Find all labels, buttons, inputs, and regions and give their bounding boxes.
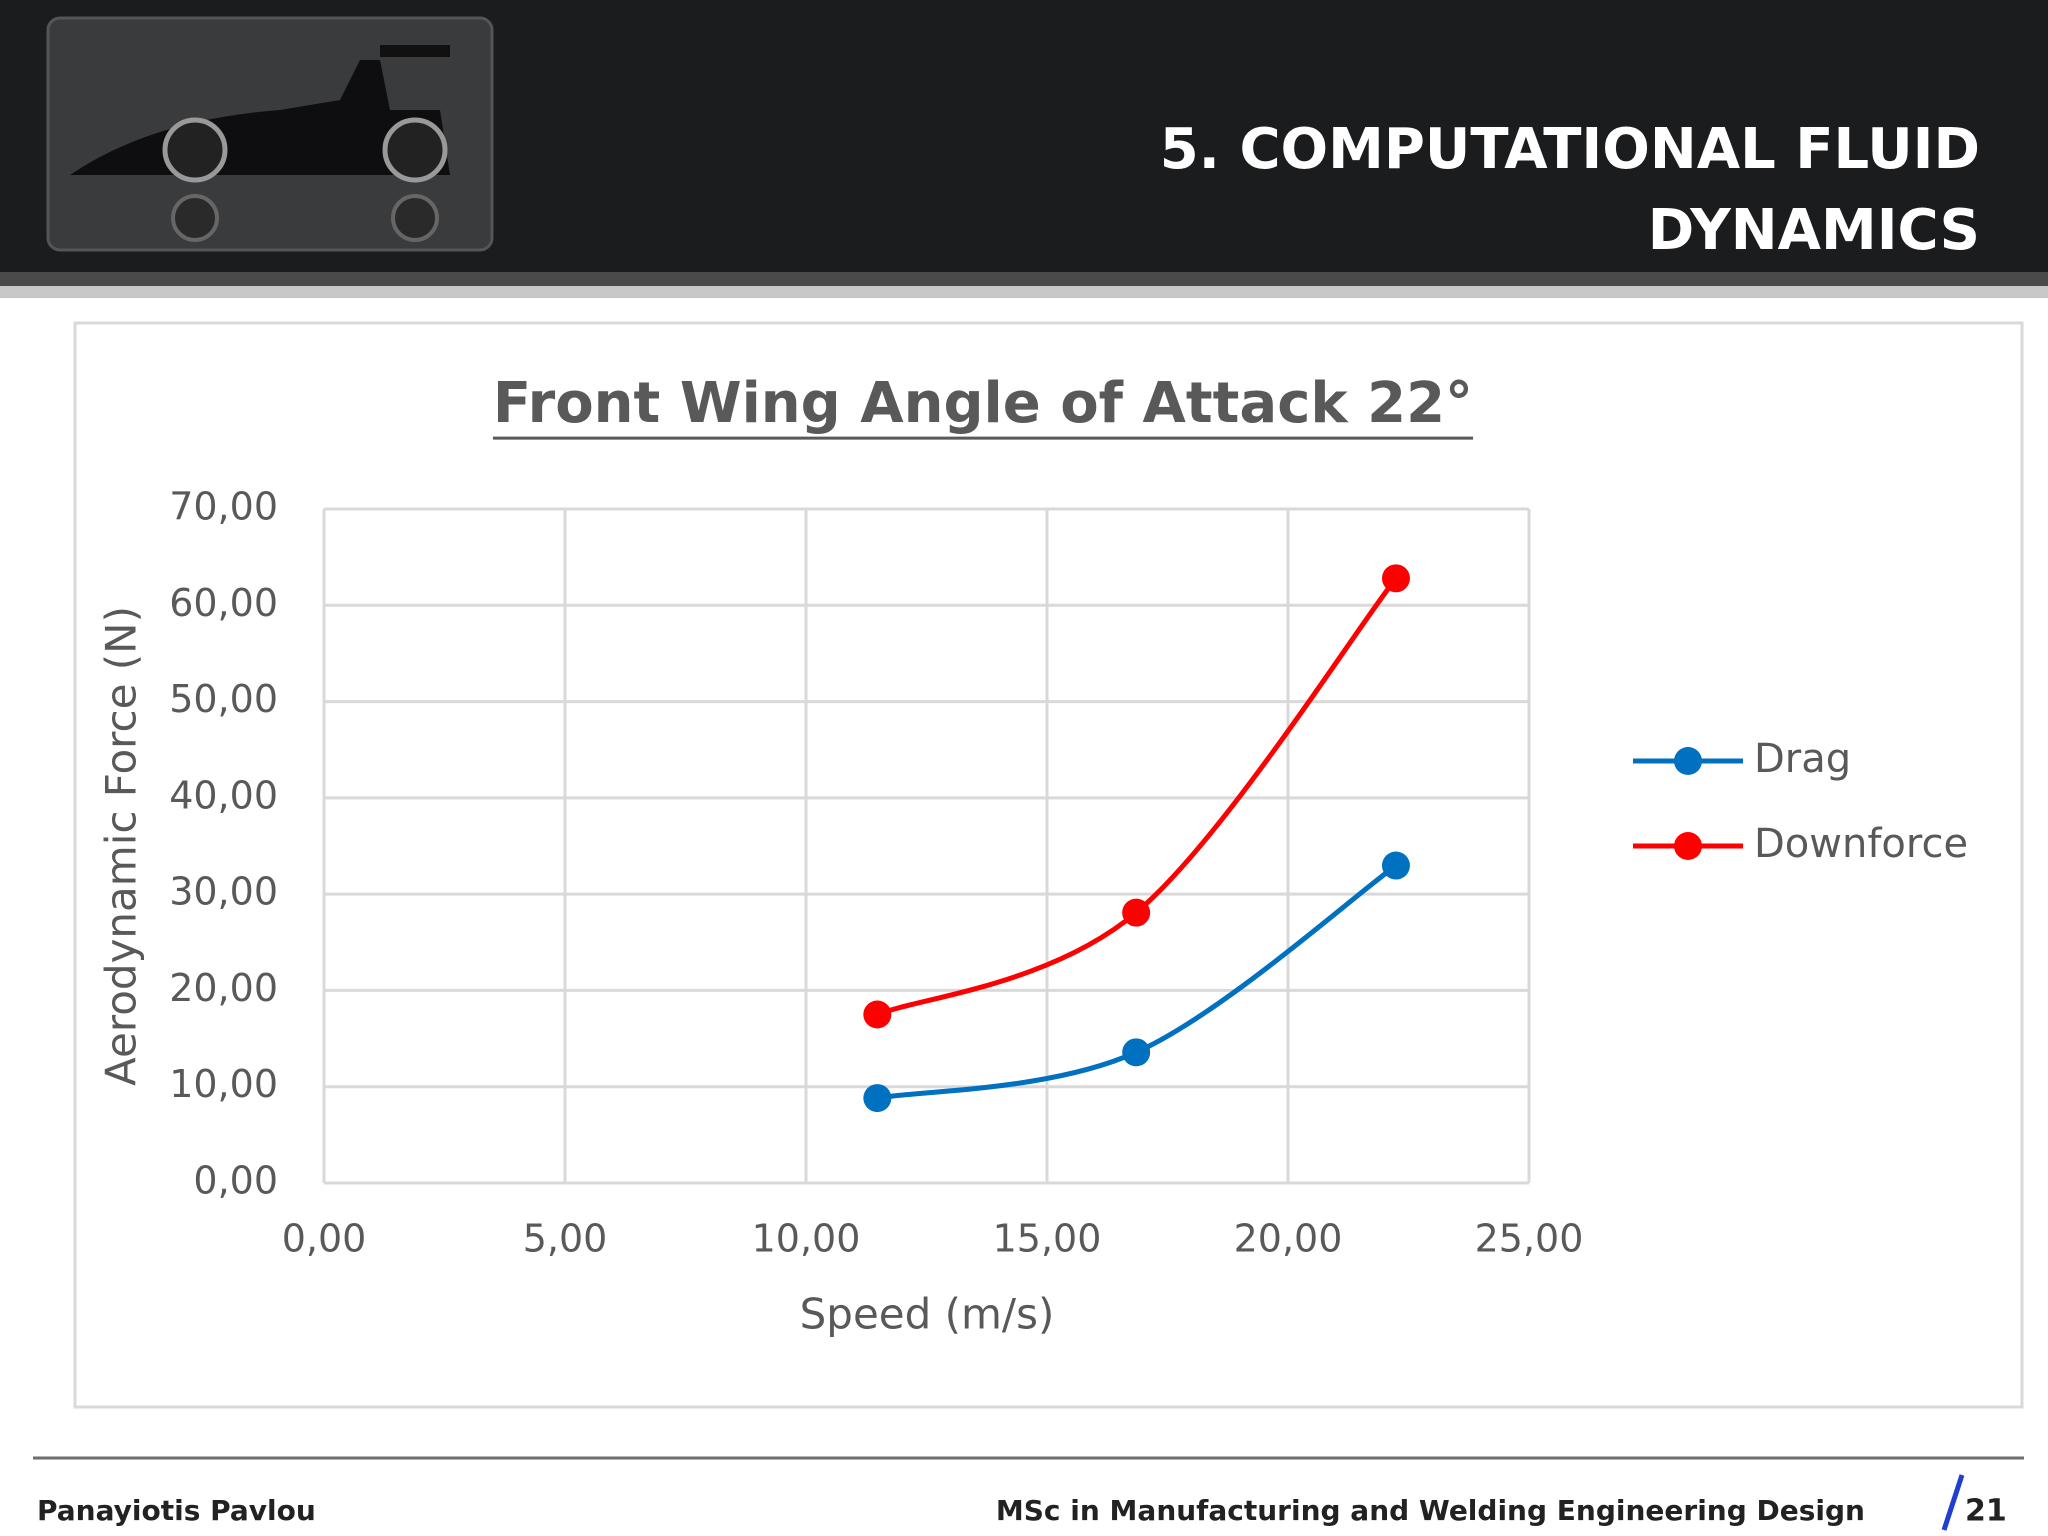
legend-marker xyxy=(1674,747,1702,775)
y-tick-label: 10,00 xyxy=(169,1062,278,1106)
header-title: DYNAMICS xyxy=(1648,198,1980,263)
data-point xyxy=(863,1084,892,1113)
car-image xyxy=(46,16,494,252)
x-tick-label: 15,00 xyxy=(993,1217,1102,1261)
header-strip-light xyxy=(0,286,2048,298)
header-strip xyxy=(0,272,2048,286)
footer-program: MSc in Manufacturing and Welding Enginee… xyxy=(996,1494,1865,1527)
x-tick-label: 10,00 xyxy=(752,1217,861,1261)
legend-label: Downforce xyxy=(1754,821,1968,867)
y-tick-label: 70,00 xyxy=(169,485,278,529)
y-tick-label: 30,00 xyxy=(169,870,278,914)
x-axis-title: Speed (m/s) xyxy=(800,1290,1055,1339)
chart-title: Front Wing Angle of Attack 22° xyxy=(493,371,1473,436)
x-tick-label: 25,00 xyxy=(1475,1217,1584,1261)
y-axis-title: Aerodynamic Force (N) xyxy=(97,606,146,1086)
data-point xyxy=(1381,564,1410,593)
legend-marker xyxy=(1674,832,1702,860)
data-point xyxy=(1122,1038,1151,1067)
page-number: 21 xyxy=(1965,1494,2007,1529)
x-tick-label: 0,00 xyxy=(282,1217,367,1261)
y-tick-label: 0,00 xyxy=(193,1159,278,1203)
y-tick-label: 20,00 xyxy=(169,966,278,1010)
y-tick-label: 40,00 xyxy=(169,773,278,817)
footer-slash xyxy=(1941,1474,1965,1531)
x-tick-label: 20,00 xyxy=(1234,1217,1343,1261)
y-tick-label: 60,00 xyxy=(169,581,278,625)
data-point xyxy=(1122,898,1151,927)
header-title: 5. COMPUTATIONAL FLUID xyxy=(1160,117,1980,182)
data-point xyxy=(1381,851,1410,880)
x-tick-label: 5,00 xyxy=(523,1217,608,1261)
data-point xyxy=(863,1000,892,1029)
legend-label: Drag xyxy=(1754,736,1851,782)
footer-author: Panayiotis Pavlou xyxy=(37,1494,316,1527)
y-tick-label: 50,00 xyxy=(169,677,278,721)
